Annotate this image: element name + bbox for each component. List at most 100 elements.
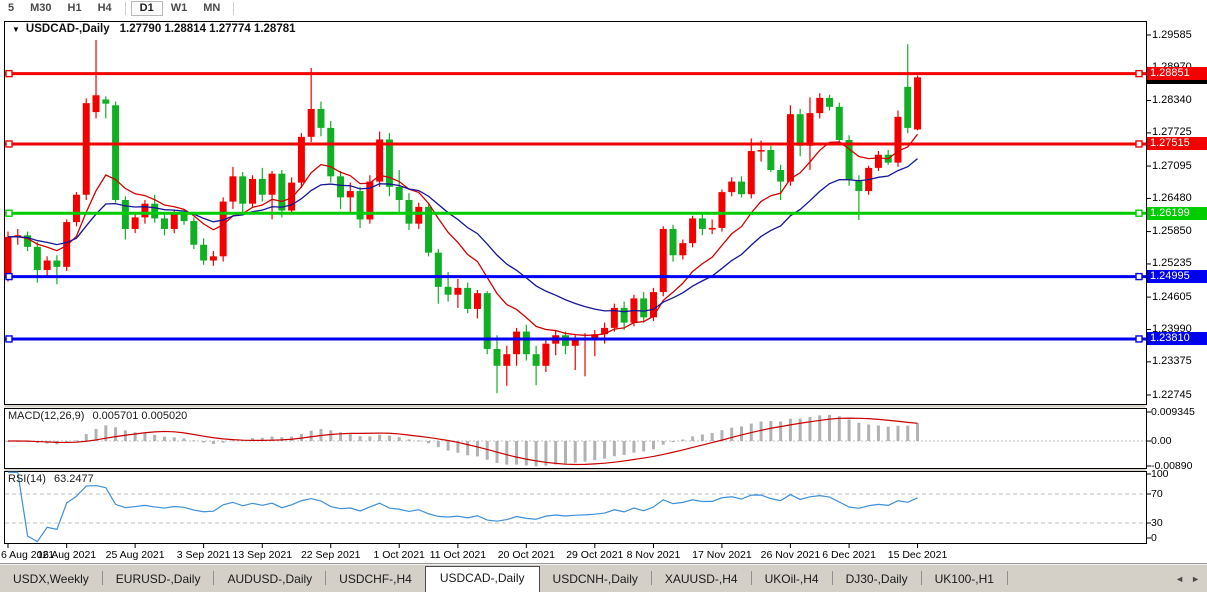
candle-body (415, 206, 423, 224)
macd-histogram-bar (603, 441, 607, 459)
tab-usdcnh-daily[interactable]: USDCNH-,Daily (552, 572, 638, 586)
macd-histogram-bar (622, 441, 626, 455)
axis-tick-marks (7, 34, 1151, 548)
hline-anchor (5, 140, 13, 148)
timeframe-button-m30[interactable]: M30 (30, 2, 52, 14)
macd-histogram-bar (270, 436, 274, 441)
chart-title-overlay: ▼ USDCAD-,Daily 1.27790 1.28814 1.27774 … (12, 23, 296, 35)
macd-histogram-bar (700, 434, 704, 441)
macd-histogram-bar (573, 441, 577, 463)
candle-body (571, 340, 579, 346)
rsi-axis-tick: 100 (1151, 468, 1169, 480)
candle-body (689, 218, 697, 244)
macd-histogram-bar (740, 426, 743, 441)
macd-histogram-bar (299, 433, 303, 441)
candle-body (209, 256, 217, 261)
date-axis-label: 6 Dec 2021 (822, 549, 876, 561)
candle-body (72, 194, 80, 223)
macd-histogram-bar (593, 441, 597, 461)
scroll-tabs-right-icon[interactable]: ► (1191, 574, 1200, 584)
hline-anchor (5, 69, 13, 78)
candle-body (170, 214, 178, 229)
macd-histogram-bar (779, 421, 783, 441)
macd-histogram-bar (515, 441, 519, 465)
tab-eurusd-daily[interactable]: EURUSD-,Daily (115, 572, 201, 586)
macd-histogram-bar (720, 430, 724, 441)
macd-histogram-bar (290, 436, 294, 441)
macd-histogram-bar (65, 441, 69, 443)
macd-histogram-bar (309, 430, 313, 441)
candle-body (102, 99, 110, 104)
hline-anchor (5, 335, 13, 343)
candle-body (493, 348, 501, 366)
horizontal-line-objects[interactable] (5, 69, 1146, 343)
candle-body (786, 114, 794, 182)
candle-body (640, 298, 648, 318)
timeframe-button-w1[interactable]: W1 (170, 2, 188, 14)
macd-histogram-bar (466, 441, 470, 456)
timeframe-button-h4[interactable]: H4 (97, 2, 112, 14)
macd-histogram-bar (876, 425, 880, 441)
macd-histogram-bar (26, 441, 30, 442)
date-axis-label: 16 Aug 2021 (37, 549, 97, 561)
tab-usdcad-daily[interactable]: USDCAD-,Daily (424, 566, 540, 592)
tab-usdx-weekly[interactable]: USDX,Weekly (13, 572, 89, 586)
macd-histogram-bar (221, 441, 225, 443)
date-axis-label: 20 Oct 2021 (497, 549, 555, 561)
price-axis-tick: 1.27095 (1152, 159, 1192, 172)
price-axis-tick: 1.27725 (1152, 126, 1192, 139)
candle-body (747, 151, 755, 195)
candle-body (229, 176, 237, 202)
date-axis-label: 6 Aug 2021 (1, 549, 55, 561)
macd-histogram-bar (681, 439, 685, 441)
candle-body (728, 181, 736, 193)
chart-dropdown-icon[interactable]: ▼ (12, 24, 20, 34)
macd-histogram-bar (916, 423, 920, 441)
tab-usdchf-h4[interactable]: USDCHF-,H4 (339, 572, 412, 586)
candle-body (894, 116, 902, 163)
candle-body (532, 354, 540, 366)
candle-body (679, 243, 687, 256)
macd-histogram-bar (16, 440, 20, 442)
price-axis-tick: 1.23990 (1152, 322, 1192, 335)
candle-body (816, 97, 824, 114)
macd-histogram-bar (94, 428, 98, 441)
rsi-axis-tick: 0 (1151, 532, 1157, 544)
candle-body (151, 203, 159, 219)
chart-tab-bar: USDX,Weekly EURUSD-,Daily AUDUSD-,Daily USD… (0, 565, 1207, 592)
candle-body (405, 200, 413, 224)
macd-histogram-bar (319, 429, 323, 441)
tab-xauusd-h4[interactable]: XAUUSD-,H4 (664, 572, 738, 586)
tab-ukoil-h4[interactable]: UKOil-,H4 (764, 572, 819, 586)
candle-body (131, 217, 139, 229)
macd-histogram-bar (534, 441, 538, 467)
tab-audusd-daily[interactable]: AUDUSD-,Daily (227, 572, 313, 586)
macd-histogram-bar (446, 441, 450, 451)
price-axis-tick: 1.25850 (1152, 225, 1192, 238)
candle-body (288, 182, 296, 211)
candle-body (874, 154, 882, 168)
timeframe-button-d1[interactable]: D1 (130, 0, 163, 16)
macd-histogram-bar (143, 433, 147, 441)
timeframe-button-5[interactable]: 5 (8, 2, 15, 14)
candle-body (385, 139, 393, 187)
hline-price-label: 1.26199 (1147, 206, 1207, 220)
candle-body (620, 307, 628, 323)
tab-uk100-h1[interactable]: UK100-,H1 (934, 572, 994, 586)
candle-body (4, 236, 12, 277)
candle-body (503, 354, 511, 366)
timeframe-button-h1[interactable]: H1 (67, 2, 82, 14)
date-axis-label: 11 Oct 2021 (429, 549, 487, 561)
tab-dj30-daily[interactable]: DJ30-,Daily (845, 572, 908, 586)
macd-histogram-bar (172, 437, 176, 441)
macd-histogram-bar (153, 434, 157, 441)
rsi-name: RSI(14) (8, 473, 46, 485)
macd-histogram-bar (348, 433, 352, 441)
macd-histogram-bar (358, 436, 362, 441)
candle-body (826, 97, 834, 107)
date-axis-label: 8 Nov 2021 (626, 549, 681, 561)
scroll-tabs-left-icon[interactable]: ◄ (1175, 574, 1185, 584)
hline-anchor (5, 272, 13, 281)
timeframe-button-mn[interactable]: MN (203, 2, 221, 14)
